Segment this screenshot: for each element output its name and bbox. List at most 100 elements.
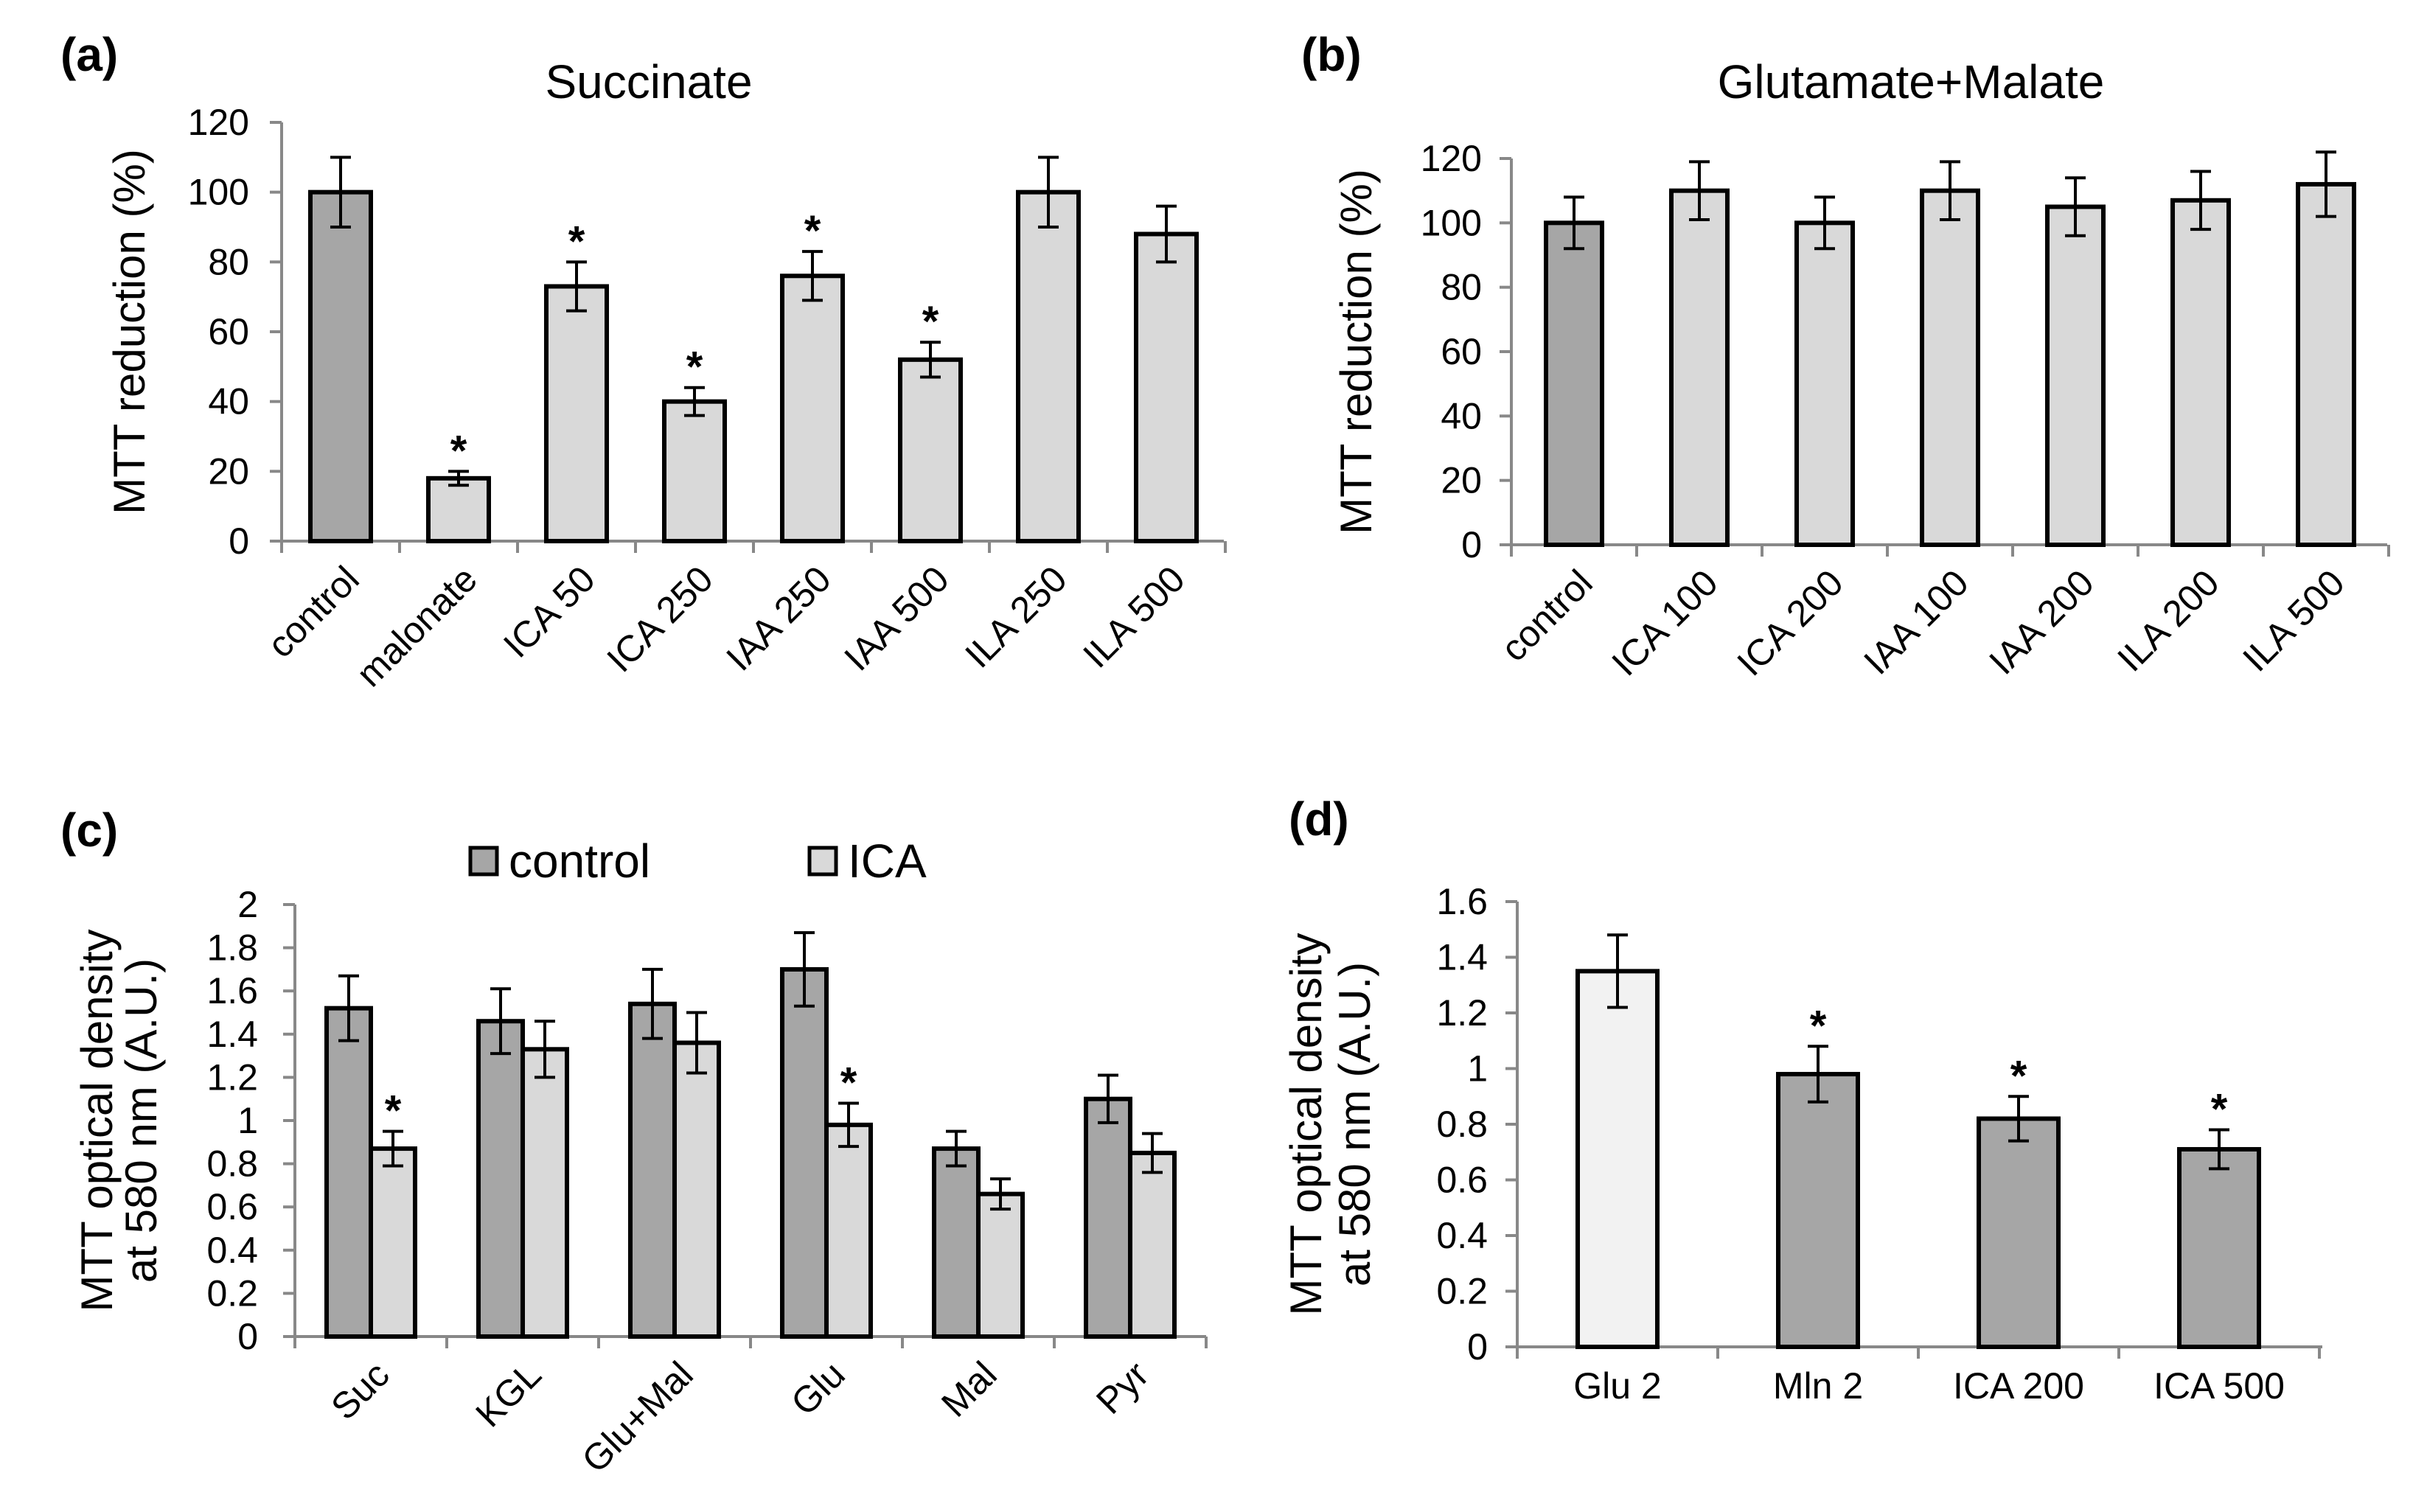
y-tick-label: 0.6 bbox=[1436, 1160, 1488, 1201]
panel-letter: (a) bbox=[60, 28, 118, 81]
x-category-label: ILA 500 bbox=[1075, 558, 1193, 676]
x-category-label: IAA 100 bbox=[1856, 562, 1976, 682]
chart-title: Succinate bbox=[545, 55, 752, 108]
y-tick-label: 120 bbox=[188, 102, 249, 143]
x-category-label: Mal bbox=[933, 1354, 1005, 1425]
bar bbox=[898, 357, 963, 543]
y-axis-title-line2: at 580 nm (A.U.) bbox=[1330, 962, 1379, 1286]
y-tick-label: 0 bbox=[229, 520, 249, 562]
y-tick-label: 0.2 bbox=[1436, 1271, 1488, 1312]
y-tick-label: 80 bbox=[208, 241, 249, 282]
y-axis-title: MTT optical density bbox=[72, 929, 122, 1311]
x-category-label: Mln 2 bbox=[1773, 1365, 1863, 1407]
x-category-label: Glu 2 bbox=[1573, 1365, 1662, 1407]
bar bbox=[369, 1146, 417, 1339]
panel-letter: (b) bbox=[1301, 28, 1362, 81]
x-category-label: KGL bbox=[467, 1354, 549, 1435]
bar bbox=[2296, 181, 2356, 548]
x-category-label: ILA 250 bbox=[957, 558, 1075, 676]
chart-panel-c: (c) 00.20.40.60.811.21.41.61.82 MTT optica… bbox=[60, 804, 1208, 1480]
panel-letter: (d) bbox=[1289, 792, 1349, 846]
chart-panel-a: (a) Succinate 0 20 40 60 80 100 120 MTT reduction… bbox=[60, 28, 1227, 694]
significance-star: * bbox=[568, 217, 585, 265]
bar bbox=[308, 189, 373, 543]
y-tick-label: 0.8 bbox=[1436, 1104, 1488, 1145]
y-tick-label: 0 bbox=[237, 1316, 258, 1357]
y-axis-title: MTT reduction (%) bbox=[1331, 169, 1381, 534]
y-tick-label: 120 bbox=[1421, 138, 1482, 179]
bar bbox=[1776, 1072, 1860, 1350]
x-category-label: IAA 200 bbox=[1981, 562, 2101, 682]
y-axis-title: MTT reduction (%) bbox=[105, 149, 154, 515]
bar bbox=[1544, 220, 1604, 547]
significance-star: * bbox=[804, 207, 821, 255]
chart-panel-b: (b) Glutamate+Malate 0 20 40 60 80 100 120 MTT re… bbox=[1301, 28, 2390, 684]
x-category-label: ICA 200 bbox=[1953, 1365, 2084, 1407]
bar bbox=[1575, 969, 1660, 1349]
x-category-label: ICA 200 bbox=[1729, 562, 1850, 683]
x-category-label: Glu bbox=[783, 1354, 853, 1424]
legend-label: ICA bbox=[848, 835, 927, 888]
bar bbox=[628, 1001, 677, 1339]
y-tick-label: 2 bbox=[237, 884, 258, 925]
bar bbox=[780, 966, 829, 1339]
bar bbox=[1977, 1116, 2061, 1349]
bar bbox=[1084, 1096, 1132, 1339]
bar bbox=[976, 1191, 1025, 1339]
significance-star: * bbox=[1810, 1002, 1827, 1050]
y-tick-label: 20 bbox=[1441, 460, 1482, 501]
y-tick-label: 80 bbox=[1441, 267, 1482, 308]
x-category-label: control bbox=[1493, 562, 1601, 669]
y-tick-label: 1.6 bbox=[206, 970, 258, 1011]
x-category-label: IAA 500 bbox=[836, 558, 956, 678]
bar bbox=[824, 1122, 873, 1339]
y-tick-label: 1.2 bbox=[206, 1056, 258, 1098]
significance-star: * bbox=[385, 1087, 402, 1135]
y-tick-label: 1.4 bbox=[206, 1014, 258, 1055]
y-tick-label: 20 bbox=[208, 450, 249, 492]
x-category-label: control bbox=[260, 558, 367, 666]
bar bbox=[2170, 198, 2231, 547]
bar bbox=[426, 475, 491, 543]
bar bbox=[2177, 1146, 2261, 1349]
x-category-label: Suc bbox=[323, 1354, 397, 1428]
y-tick-label: 1.2 bbox=[1436, 992, 1488, 1034]
y-tick-label: 0.6 bbox=[206, 1186, 258, 1227]
x-category-label: ILA 500 bbox=[2235, 562, 2353, 680]
bar bbox=[520, 1047, 569, 1339]
y-tick-label: 1 bbox=[237, 1100, 258, 1141]
legend-swatch bbox=[468, 846, 499, 877]
bar bbox=[672, 1040, 721, 1339]
bar bbox=[1128, 1150, 1177, 1339]
y-tick-label: 40 bbox=[1441, 395, 1482, 436]
x-category-label: Pyr bbox=[1088, 1354, 1157, 1422]
x-category-label: ILA 200 bbox=[2109, 562, 2227, 680]
significance-star: * bbox=[840, 1059, 857, 1107]
y-tick-label: 1 bbox=[1467, 1048, 1488, 1090]
significance-star: * bbox=[2010, 1052, 2027, 1100]
chart-title: Glutamate+Malate bbox=[1718, 55, 2105, 108]
y-axis-title: MTT optical density bbox=[1281, 933, 1331, 1315]
bar bbox=[662, 399, 727, 544]
y-tick-label: 1.6 bbox=[1436, 881, 1488, 922]
y-tick-label: 0 bbox=[1461, 524, 1482, 565]
legend-label: control bbox=[509, 835, 650, 888]
x-category-label: ICA 500 bbox=[2153, 1365, 2285, 1407]
significance-star: * bbox=[2211, 1086, 2228, 1134]
x-category-label: Glu+Mal bbox=[574, 1354, 701, 1480]
x-category-label: ICA 50 bbox=[495, 558, 603, 666]
x-category-label: IAA 250 bbox=[718, 558, 838, 678]
bar bbox=[544, 284, 609, 543]
x-category-label: ICA 100 bbox=[1604, 562, 1725, 683]
panel-letter: (c) bbox=[60, 804, 118, 857]
y-tick-label: 100 bbox=[1421, 202, 1482, 243]
y-tick-label: 0.4 bbox=[206, 1230, 258, 1271]
chart-panel-d: (d) 0 0.2 0.4 0.6 0.8 1 1.2 1.4 1.6 MTT optical de… bbox=[1281, 792, 2322, 1407]
bar bbox=[324, 1006, 373, 1339]
x-category-label: malonate bbox=[349, 558, 485, 694]
bar bbox=[2045, 204, 2106, 547]
significance-star: * bbox=[922, 298, 939, 346]
significance-star: * bbox=[450, 427, 467, 475]
bar bbox=[1794, 220, 1855, 547]
